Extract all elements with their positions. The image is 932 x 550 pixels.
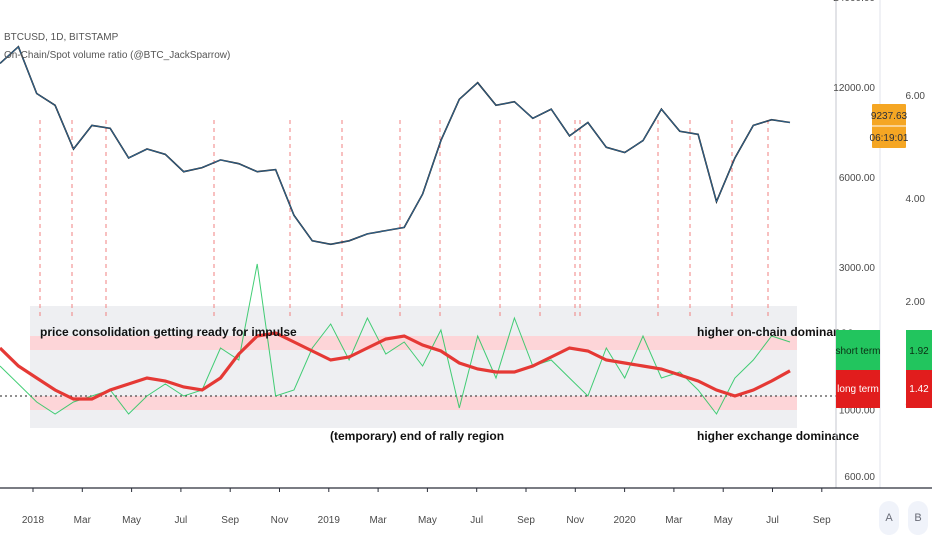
annotation-exchange-dominance: higher exchange dominance — [697, 429, 859, 443]
time-axis-tick: Nov — [566, 515, 584, 526]
time-axis-tick: 2018 — [22, 515, 45, 526]
short-term-label: short term — [835, 346, 880, 357]
time-axis-tick: May — [418, 515, 437, 526]
price-line-highlight — [0, 46, 791, 245]
time-axis[interactable]: 2018 Mar May Jul Sep Nov 2019 Mar May Jul Sep Nov 20… — [22, 488, 831, 526]
time-axis-tick: Sep — [813, 515, 831, 526]
price-line — [0, 45, 791, 246]
short-term-tag: short term 1.92 — [835, 330, 932, 370]
symbol-title: BTCUSD, 1D, BITSTAMP — [4, 32, 119, 43]
scale-mode-button[interactable]: B — [908, 501, 928, 535]
long-term-value-box — [906, 370, 932, 408]
price-axis[interactable]: 24000.0012000.006000.003000.001800.00100… — [833, 0, 875, 483]
annotation-onchain-dominance: higher on-chain dominance — [697, 325, 854, 339]
price-axis-tick: 3000.00 — [839, 263, 876, 274]
price-axis-tick: 24000.00 — [833, 0, 875, 4]
time-axis-tick: 2019 — [318, 515, 341, 526]
price-timer: 06:19:01 — [870, 133, 909, 144]
annotation-consolidation: price consolidation getting ready for im… — [40, 325, 297, 339]
time-axis-tick: Jul — [470, 515, 483, 526]
long-term-label-box — [836, 370, 880, 408]
annotation-end-of-rally: (temporary) end of rally region — [330, 429, 504, 443]
auto-scale-button[interactable]: A — [879, 501, 899, 535]
time-axis-tick: Nov — [271, 515, 289, 526]
price-axis-tick: 12000.00 — [833, 83, 875, 94]
price-axis-tick: 1000.00 — [839, 406, 876, 417]
price-value: 9237.63 — [871, 111, 908, 122]
price-axis-tick: 600.00 — [844, 472, 875, 483]
indicator-axis-tick: 2.00 — [906, 297, 926, 308]
signal-dashed-lines — [39, 120, 769, 320]
indicator-axis-tick: 6.00 — [906, 91, 926, 102]
indicator-axis-tick: 4.00 — [906, 194, 926, 205]
short-term-line — [0, 263, 791, 415]
long-term-value: 1.42 — [909, 384, 929, 395]
short-term-value-box — [906, 330, 932, 370]
long-term-line — [0, 331, 791, 401]
price-tag: 9237.63 06:19:01 — [870, 104, 909, 148]
time-axis-tick: Sep — [517, 515, 535, 526]
price-axis-tick: 6000.00 — [839, 173, 876, 184]
time-axis-tick: Mar — [369, 515, 387, 526]
time-axis-tick: May — [714, 515, 733, 526]
time-axis-tick: Mar — [74, 515, 92, 526]
long-term-tag: long term 1.42 — [836, 370, 932, 408]
long-term-label: long term — [837, 384, 879, 395]
indicator-title: On-Chain/Spot volume ratio (@BTC_JackSpa… — [4, 50, 230, 61]
time-axis-tick: 2020 — [613, 515, 636, 526]
time-axis-tick: Mar — [665, 515, 683, 526]
short-term-label-box — [836, 330, 880, 370]
time-axis-tick: Jul — [175, 515, 188, 526]
time-axis-tick: Jul — [766, 515, 779, 526]
time-axis-tick: May — [122, 515, 141, 526]
time-axis-tick: Sep — [221, 515, 239, 526]
lower-threshold-band — [30, 396, 797, 410]
short-term-value: 1.92 — [909, 346, 929, 357]
upper-threshold-band — [30, 336, 797, 350]
